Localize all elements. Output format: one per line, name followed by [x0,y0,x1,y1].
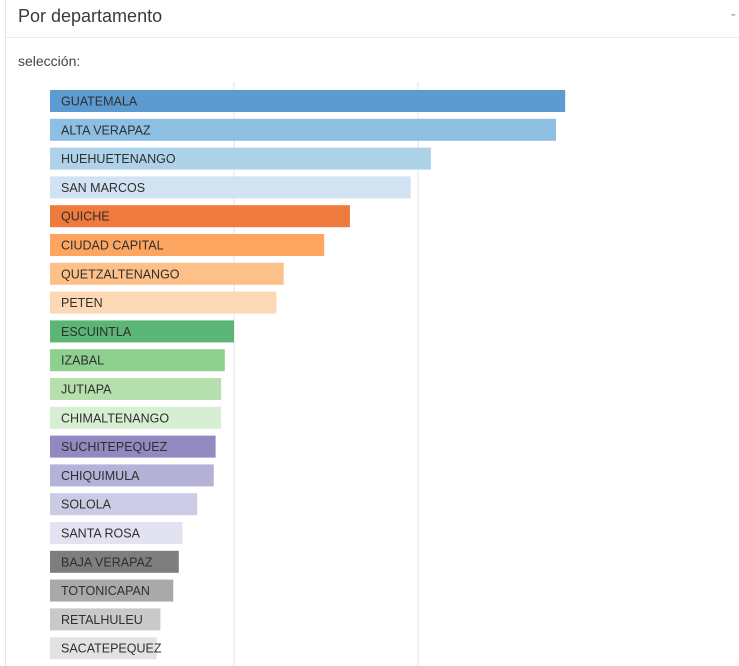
bar-label: SUCHITEPEQUEZ [61,440,168,454]
bar-group[interactable]: SUCHITEPEQUEZ [50,435,216,458]
panel-header: Por departamento - [6,0,739,38]
bar[interactable] [50,608,161,631]
bar-label: CIUDAD CAPITAL [61,239,164,253]
bar-group[interactable]: IZABAL [50,349,225,372]
bar-group[interactable]: PETEN [50,291,277,314]
bar-group[interactable]: SACATEPEQUEZ [50,637,162,660]
bar-group[interactable]: BAJA VERAPAZ [50,550,179,573]
bar-group[interactable]: ALTA VERAPAZ [50,118,556,141]
bar-group[interactable]: SOLOLA [50,493,198,516]
bar-label: RETALHULEU [61,613,143,627]
bar-label: PETEN [61,296,103,310]
selection-label: selección: [18,53,81,69]
bar[interactable] [50,320,234,343]
bar[interactable] [50,435,216,458]
bar-group[interactable]: JUTIAPA [50,378,222,400]
collapse-button[interactable]: - [730,6,736,23]
bar-group[interactable]: SAN MARCOS [50,176,411,199]
bar-label: GUATEMALA [61,95,138,109]
bar-label: ESCUINTLA [61,325,132,339]
bar-label: QUICHE [61,210,110,224]
bar-label: CHIQUIMULA [61,469,140,483]
bar[interactable] [50,349,225,372]
bar-label: BAJA VERAPAZ [61,555,153,569]
bar[interactable] [50,378,222,400]
bar-group[interactable]: CHIQUIMULA [50,464,214,487]
bar-group[interactable]: QUICHE [50,205,350,228]
bar-group[interactable]: CIUDAD CAPITAL [50,234,325,256]
bar-group[interactable]: RETALHULEU [50,608,161,631]
bar-label: IZABAL [61,354,104,368]
bar-group[interactable]: GUATEMALA [50,90,566,112]
bar[interactable] [50,579,174,602]
bar-label: SACATEPEQUEZ [61,642,162,656]
bar-label: SAN MARCOS [61,181,145,195]
bar[interactable] [50,291,277,314]
bar-label: QUETZALTENANGO [61,267,180,281]
bar-label: ALTA VERAPAZ [61,123,151,137]
bar-group[interactable]: CHIMALTENANGO [50,406,222,429]
bar[interactable] [50,147,431,170]
bar[interactable] [50,522,183,544]
bar-label: SANTA ROSA [61,527,141,541]
bar[interactable] [50,176,411,199]
bar[interactable] [50,262,284,285]
bar-group[interactable]: QUETZALTENANGO [50,262,284,285]
bar[interactable] [50,550,179,573]
bar-label: CHIMALTENANGO [61,411,169,425]
bar[interactable] [50,205,350,228]
panel-title: Por departamento [18,6,163,26]
bar-label: SOLOLA [61,498,112,512]
bar[interactable] [50,464,214,487]
bar[interactable] [50,637,157,660]
bar-label: JUTIAPA [61,383,112,397]
bar-label: TOTONICAPAN [61,584,150,598]
bar[interactable] [50,90,566,112]
bar-label: HUEHUETENANGO [61,152,176,166]
bar-group[interactable]: TOTONICAPAN [50,579,174,602]
bar[interactable] [50,406,222,429]
bar[interactable] [50,493,198,516]
bar-group[interactable]: SANTA ROSA [50,522,183,544]
bar[interactable] [50,118,556,141]
bar[interactable] [50,234,325,256]
bar-group[interactable]: ESCUINTLA [50,320,234,343]
bar-group[interactable]: HUEHUETENANGO [50,147,431,170]
